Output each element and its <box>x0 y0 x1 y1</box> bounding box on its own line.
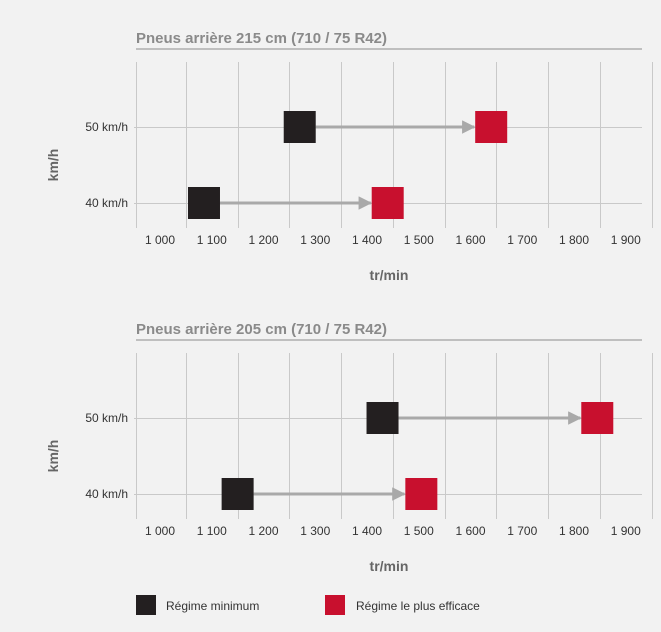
point-regime-minimum <box>221 478 254 510</box>
x-tick-label: 1 000 <box>145 233 175 247</box>
legend-swatch <box>136 595 156 615</box>
x-tick-label: 1 400 <box>352 233 382 247</box>
y-axis-label: km/h <box>45 149 61 182</box>
chart-2: Pneus arrière 205 cm (710 / 75 R42) 40 km… <box>45 321 653 574</box>
chart-1: Pneus arrière 215 cm (710 / 75 R42) 40 km… <box>45 30 653 283</box>
point-regime-minimum <box>187 187 220 219</box>
legend: Régime minimum Régime le plus efficace <box>136 595 480 615</box>
x-axis-label: tr/min <box>370 267 409 283</box>
point-regime-minimum <box>283 111 316 143</box>
x-tick-label: 1 300 <box>300 524 330 538</box>
x-tick-label: 1 000 <box>145 524 175 538</box>
y-axis-label: km/h <box>45 440 61 473</box>
legend-label: Régime le plus efficace <box>356 599 480 613</box>
point-regime-efficace <box>475 111 508 143</box>
x-axis-label: tr/min <box>370 558 409 574</box>
x-tick-label: 1 800 <box>559 524 589 538</box>
legend-swatch <box>325 595 345 615</box>
chart-title: Pneus arrière 205 cm (710 / 75 R42) <box>136 321 387 338</box>
x-tick-label: 1 400 <box>352 524 382 538</box>
x-tick-label: 1 500 <box>404 524 434 538</box>
x-tick-label: 1 700 <box>507 233 537 247</box>
point-regime-efficace <box>405 478 438 510</box>
x-tick-label: 1 600 <box>455 524 485 538</box>
category-label: 50 km/h <box>85 411 128 425</box>
legend-label: Régime minimum <box>166 599 259 613</box>
x-tick-label: 1 600 <box>455 233 485 247</box>
chart-title: Pneus arrière 215 cm (710 / 75 R42) <box>136 30 387 47</box>
x-tick-label: 1 700 <box>507 524 537 538</box>
x-tick-label: 1 900 <box>611 524 641 538</box>
x-tick-label: 1 100 <box>197 233 227 247</box>
category-label: 40 km/h <box>85 196 128 210</box>
point-regime-efficace <box>371 187 404 219</box>
category-label: 40 km/h <box>85 487 128 501</box>
x-tick-label: 1 100 <box>197 524 227 538</box>
x-tick-label: 1 800 <box>559 233 589 247</box>
category-label: 50 km/h <box>85 120 128 134</box>
x-tick-label: 1 500 <box>404 233 434 247</box>
x-tick-label: 1 300 <box>300 233 330 247</box>
x-tick-label: 1 900 <box>611 233 641 247</box>
x-tick-label: 1 200 <box>248 233 278 247</box>
point-regime-minimum <box>366 402 399 434</box>
point-regime-efficace <box>581 402 614 434</box>
x-tick-label: 1 200 <box>248 524 278 538</box>
